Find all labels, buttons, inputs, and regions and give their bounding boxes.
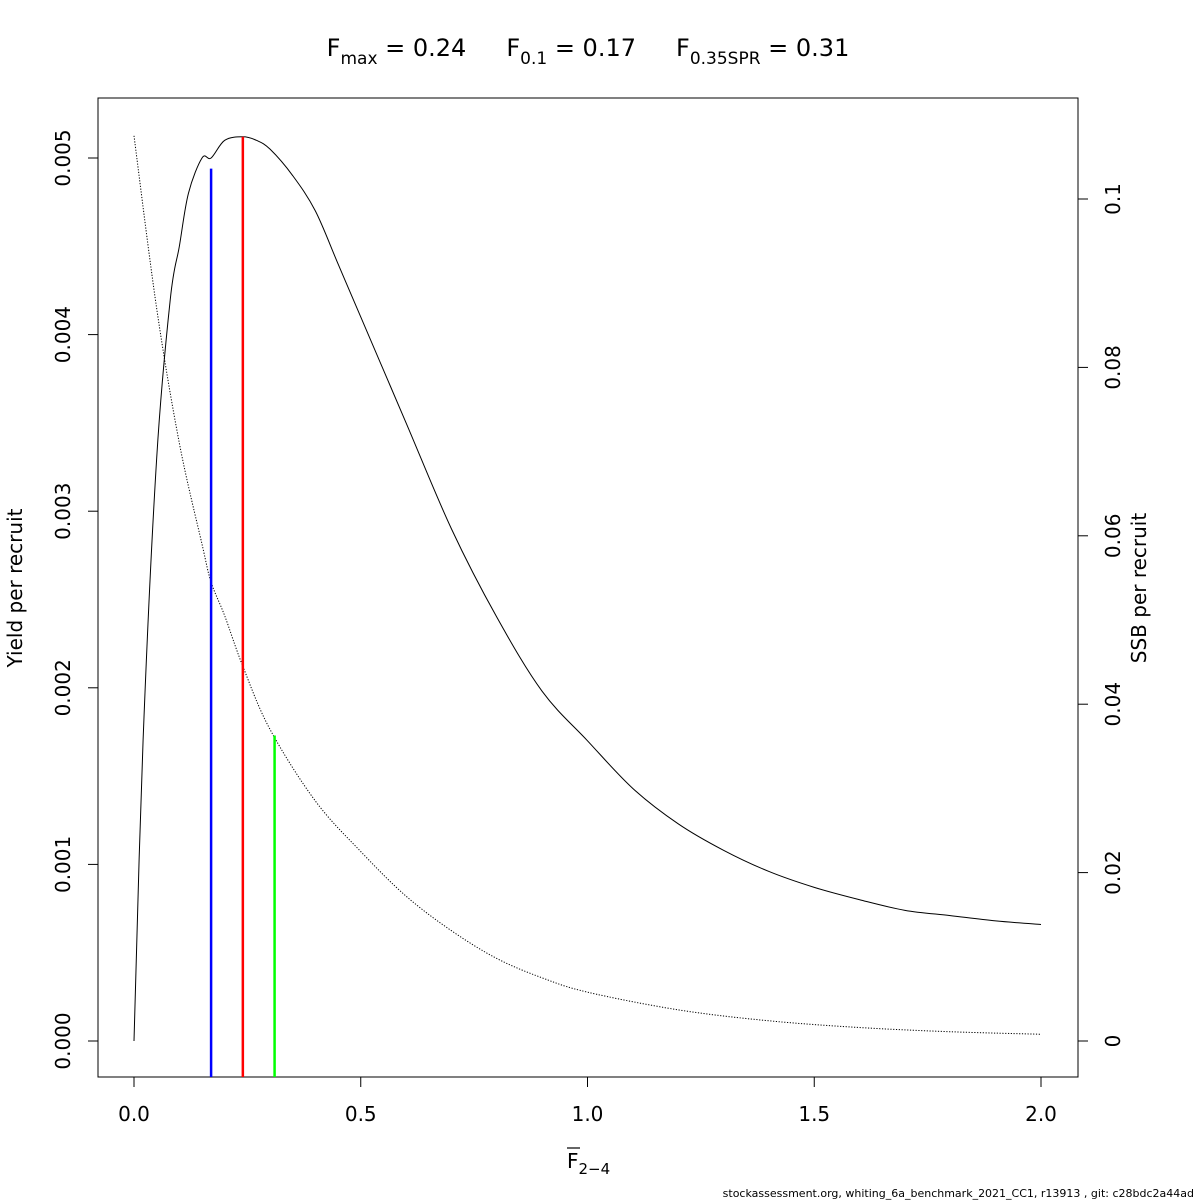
y-right-tick-label: 0.04 bbox=[1101, 682, 1125, 727]
y-right-tick-label: 0.02 bbox=[1101, 850, 1125, 895]
y-left-tick-label: 0.003 bbox=[51, 483, 75, 540]
x-tick-label: 0.0 bbox=[118, 1102, 150, 1126]
reference-lines bbox=[209, 136, 276, 1077]
title-fmax-main: F bbox=[327, 34, 341, 62]
title-fspr-main: F bbox=[676, 34, 690, 62]
x-tick-label: 0.5 bbox=[345, 1102, 377, 1126]
title-f01-sub: 0.1 bbox=[520, 49, 547, 69]
y-right-tick-label: 0.06 bbox=[1101, 514, 1125, 559]
x-axis: 0.0 0.5 1.0 1.5 2.0 bbox=[118, 1076, 1057, 1126]
y-right-tick-label: 0.08 bbox=[1101, 345, 1125, 390]
x-tick-label: 2.0 bbox=[1025, 1102, 1057, 1126]
chart-title-text: Fmax = 0.24 F0.1 = 0.17 F0.35SPR = 0.31 bbox=[327, 34, 850, 69]
y-right-tick-label: 0 bbox=[1101, 1035, 1125, 1048]
y-left-label: Yield per recruit bbox=[3, 508, 27, 668]
y-left-tick-label: 0.004 bbox=[51, 306, 75, 363]
title-f01-main: F bbox=[506, 34, 520, 62]
plot-frame bbox=[97, 97, 1079, 1078]
y-left-tick-label: 0.005 bbox=[51, 129, 75, 186]
y-left-tick-label: 0.002 bbox=[51, 659, 75, 716]
y-left-tick-label: 0.000 bbox=[51, 1012, 75, 1069]
x-label-main: F bbox=[567, 1149, 579, 1173]
y-right-label: SSB per recruit bbox=[1127, 513, 1151, 664]
title-f01-value: = 0.17 bbox=[547, 34, 636, 62]
title-group: Fmax = 0.24 F0.1 = 0.17 F0.35SPR = 0.31 bbox=[327, 34, 850, 69]
y-left-axis: 0.000 0.001 0.002 0.003 0.004 0.005 bbox=[51, 129, 98, 1070]
title-fspr-value: = 0.31 bbox=[761, 34, 850, 62]
x-axis-label: F2−4 bbox=[567, 1147, 610, 1178]
y-left-tick-label: 0.001 bbox=[51, 836, 75, 893]
title-fspr-sub: 0.35SPR bbox=[690, 49, 761, 69]
svg-text:F2−4: F2−4 bbox=[567, 1149, 610, 1178]
y-right-tick-label: 0.1 bbox=[1101, 183, 1125, 215]
x-tick-label: 1.0 bbox=[572, 1102, 604, 1126]
title-fmax-sub: max bbox=[340, 49, 377, 69]
yield-per-recruit-line bbox=[133, 136, 1042, 1042]
series-layer bbox=[133, 135, 1042, 1042]
x-tick-label: 1.5 bbox=[798, 1102, 830, 1126]
title-fmax-value: = 0.24 bbox=[378, 34, 467, 62]
footer-credit: stockassessment.org, whiting_6a_benchmar… bbox=[723, 1187, 1194, 1200]
x-label-sub: 2−4 bbox=[579, 1160, 611, 1178]
y-right-axis: 0 0.02 0.04 0.06 0.08 0.1 bbox=[1078, 183, 1125, 1047]
ssb-per-recruit-line bbox=[133, 135, 1042, 1035]
